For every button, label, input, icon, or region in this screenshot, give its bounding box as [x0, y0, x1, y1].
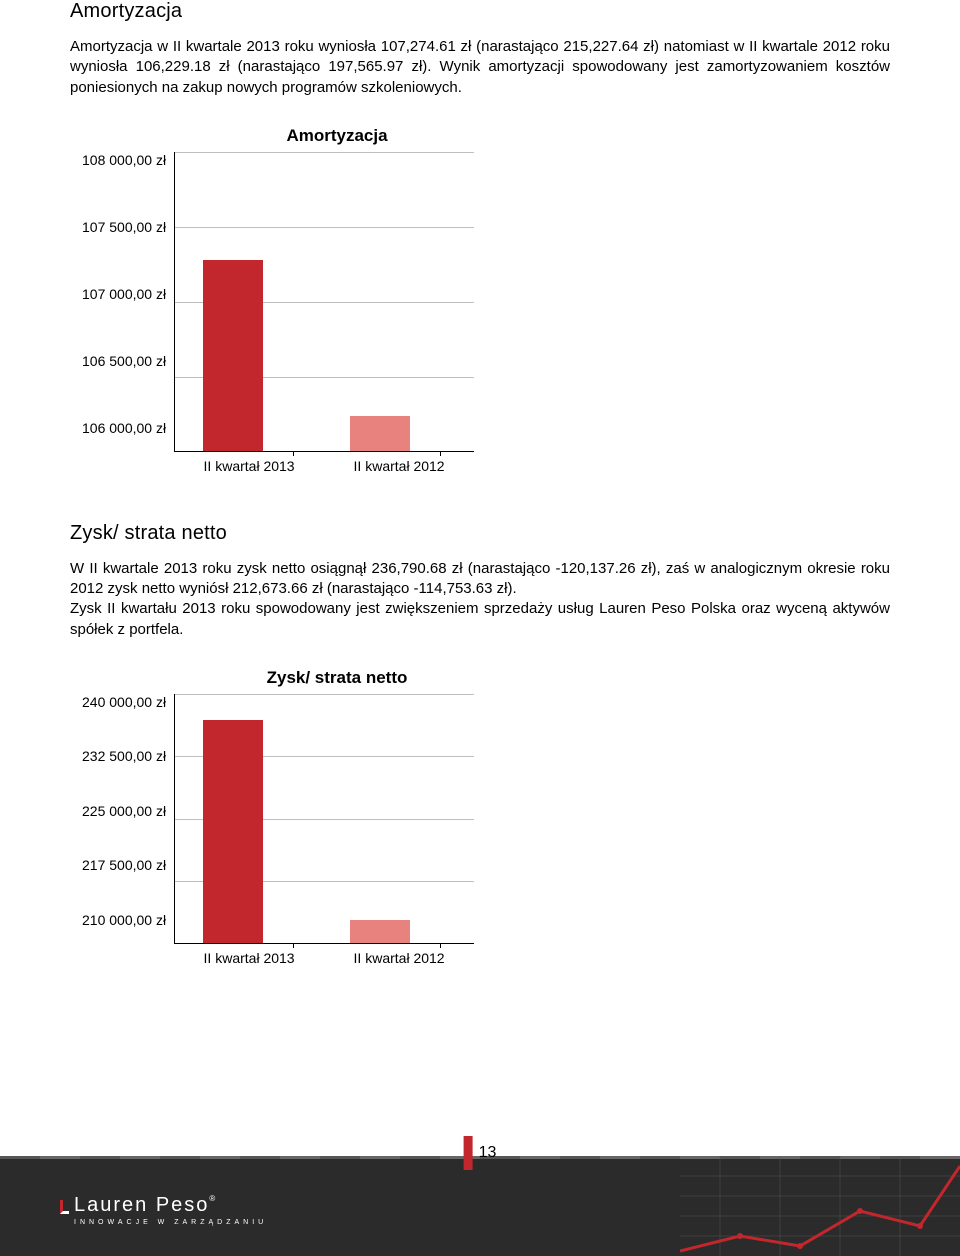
- y-tick-label: 232 500,00 zł: [82, 748, 166, 764]
- footer-logo: Lauren Peso® INNOWACJE W ZARZĄDZANIU: [74, 1194, 267, 1226]
- logo-accent-icon: [60, 1200, 69, 1214]
- x-label: II kwartał 2012: [324, 458, 474, 474]
- x-label: II kwartał 2012: [324, 950, 474, 966]
- bar: [203, 260, 263, 451]
- x-label: II kwartał 2013: [174, 950, 324, 966]
- page-number-accent: [464, 1136, 473, 1170]
- section1-title: Amortyzacja: [70, 0, 890, 23]
- y-tick-label: 106 000,00 zł: [82, 420, 166, 436]
- bar: [203, 720, 263, 943]
- section2-body: W II kwartale 2013 roku zysk netto osiąg…: [70, 559, 890, 640]
- gridline: [175, 694, 474, 695]
- gridline: [175, 227, 474, 228]
- chart1-y-axis: 108 000,00 zł 107 500,00 zł 107 000,00 zł 1…: [82, 152, 174, 436]
- footer-decorative-chart-icon: [680, 1156, 960, 1256]
- chart2-x-labels: II kwartał 2013II kwartał 2012: [174, 944, 474, 966]
- y-tick-label: 108 000,00 zł: [82, 152, 166, 168]
- y-tick-label: 217 500,00 zł: [82, 857, 166, 873]
- y-tick-label: 225 000,00 zł: [82, 803, 166, 819]
- bar: [350, 920, 410, 942]
- chart2-title: Zysk/ strata netto: [192, 668, 482, 688]
- page-footer: 13 Lauren Peso® INNOWACJE W ZARZĄDZANIU: [0, 1156, 960, 1256]
- chart2-y-axis: 240 000,00 zł 232 500,00 zł 225 000,00 zł 2…: [82, 694, 174, 928]
- chart2-plot: [174, 694, 474, 944]
- chart-zysk: Zysk/ strata netto 240 000,00 zł 232 500,…: [82, 668, 890, 966]
- y-tick-label: 106 500,00 zł: [82, 353, 166, 369]
- x-label: II kwartał 2013: [174, 458, 324, 474]
- chart1-title: Amortyzacja: [192, 126, 482, 146]
- page-number: 13: [479, 1144, 497, 1162]
- section1-body: Amortyzacja w II kwartale 2013 roku wyni…: [70, 37, 890, 98]
- chart1-x-labels: II kwartał 2013II kwartał 2012: [174, 452, 474, 474]
- y-tick-label: 107 000,00 zł: [82, 286, 166, 302]
- bar: [350, 416, 410, 450]
- chart1-plot: [174, 152, 474, 452]
- y-tick-label: 240 000,00 zł: [82, 694, 166, 710]
- logo-subtitle: INNOWACJE W ZARZĄDZANIU: [74, 1219, 267, 1226]
- gridline: [175, 152, 474, 153]
- logo-text: Lauren Peso®: [74, 1194, 267, 1217]
- chart-amortyzacja: Amortyzacja 108 000,00 zł107 500,00 zł10…: [82, 126, 890, 474]
- section2-title: Zysk/ strata netto: [70, 522, 890, 545]
- page-number-wrap: 13: [464, 1136, 497, 1170]
- y-tick-label: 210 000,00 zł: [82, 912, 166, 928]
- y-tick-label: 107 500,00 zł: [82, 219, 166, 235]
